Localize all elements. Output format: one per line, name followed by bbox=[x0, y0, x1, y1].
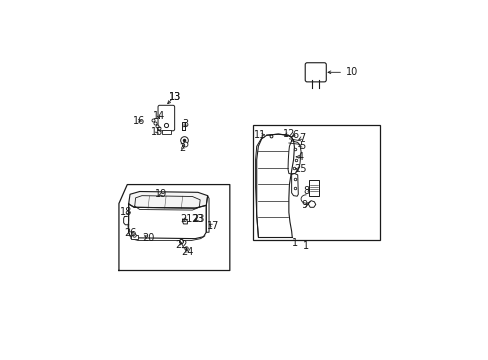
Text: 13: 13 bbox=[169, 92, 181, 102]
Text: 18: 18 bbox=[120, 207, 132, 217]
Text: 22: 22 bbox=[175, 240, 187, 250]
Text: 26: 26 bbox=[124, 228, 137, 238]
Bar bbox=[182, 122, 184, 130]
Text: 5: 5 bbox=[299, 141, 305, 151]
Bar bbox=[131, 235, 137, 239]
Text: 10: 10 bbox=[346, 67, 358, 77]
Bar bbox=[162, 130, 170, 134]
Text: 13: 13 bbox=[169, 92, 181, 102]
Text: 4: 4 bbox=[297, 152, 303, 162]
Text: 11: 11 bbox=[254, 130, 266, 140]
Text: 7: 7 bbox=[299, 133, 305, 143]
Text: 21: 21 bbox=[180, 214, 192, 224]
Text: 12: 12 bbox=[282, 129, 294, 139]
Text: 6: 6 bbox=[291, 130, 297, 140]
Text: 15: 15 bbox=[150, 127, 163, 137]
Text: 16: 16 bbox=[133, 116, 145, 126]
Text: 17: 17 bbox=[206, 221, 219, 231]
Text: 23: 23 bbox=[191, 214, 203, 224]
FancyBboxPatch shape bbox=[158, 105, 174, 131]
Text: 3: 3 bbox=[182, 119, 188, 129]
FancyBboxPatch shape bbox=[305, 63, 325, 82]
Text: 20: 20 bbox=[142, 233, 154, 243]
Text: 24: 24 bbox=[181, 247, 193, 257]
Text: 1: 1 bbox=[303, 241, 309, 251]
Text: 1: 1 bbox=[291, 238, 297, 248]
Text: 19: 19 bbox=[155, 189, 167, 199]
Text: 9: 9 bbox=[301, 201, 307, 210]
Bar bbox=[253, 125, 379, 240]
Text: 2: 2 bbox=[179, 143, 185, 153]
Polygon shape bbox=[128, 192, 207, 208]
Text: 14: 14 bbox=[152, 111, 164, 121]
Bar bbox=[308, 180, 319, 195]
Text: 23: 23 bbox=[191, 214, 203, 224]
Text: 25: 25 bbox=[294, 164, 306, 174]
Text: 8: 8 bbox=[303, 186, 308, 196]
